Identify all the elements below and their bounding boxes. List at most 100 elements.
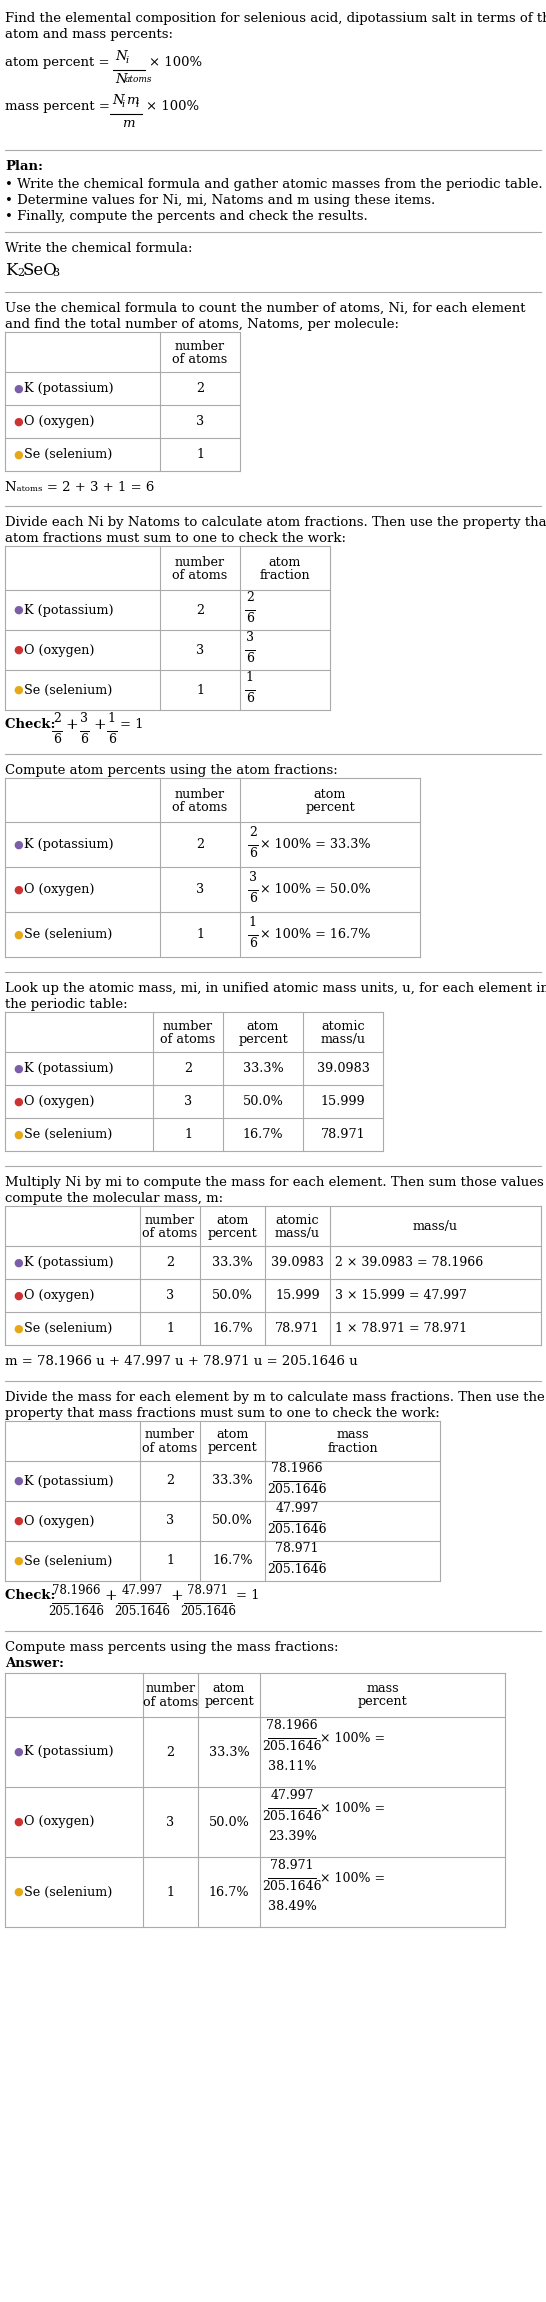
Text: N: N — [115, 74, 127, 85]
Text: m: m — [122, 117, 135, 129]
Text: 6: 6 — [246, 612, 254, 626]
Text: 16.7%: 16.7% — [212, 1321, 253, 1335]
Text: compute the molecular mass, m:: compute the molecular mass, m: — [5, 1192, 223, 1204]
Text: atom fractions must sum to one to check the work:: atom fractions must sum to one to check … — [5, 532, 346, 546]
Text: 47.997: 47.997 — [121, 1584, 163, 1598]
Text: = 1: = 1 — [236, 1588, 260, 1602]
Text: × 100% =: × 100% = — [320, 1731, 385, 1745]
Text: percent: percent — [358, 1697, 407, 1708]
Text: O (oxygen): O (oxygen) — [24, 1515, 94, 1529]
Text: ●: ● — [13, 930, 23, 939]
Text: Check:: Check: — [5, 1588, 60, 1602]
Text: 78.1966: 78.1966 — [52, 1584, 100, 1598]
Text: × 100% = 33.3%: × 100% = 33.3% — [260, 838, 371, 852]
Text: O (oxygen): O (oxygen) — [24, 1816, 94, 1828]
Text: property that mass fractions must sum to one to check the work:: property that mass fractions must sum to… — [5, 1407, 440, 1420]
Text: ●: ● — [13, 1130, 23, 1139]
Text: Se (selenium): Se (selenium) — [24, 1554, 112, 1568]
Text: number: number — [145, 1213, 195, 1227]
Text: ●: ● — [13, 1291, 23, 1301]
Text: of atoms: of atoms — [143, 1441, 198, 1455]
Text: Write the chemical formula:: Write the chemical formula: — [5, 242, 193, 256]
Text: N: N — [112, 94, 123, 106]
Text: K (potassium): K (potassium) — [24, 603, 114, 617]
Text: ●: ● — [13, 884, 23, 895]
Text: O (oxygen): O (oxygen) — [24, 884, 94, 895]
Text: atom percent =: atom percent = — [5, 55, 114, 69]
Text: of atoms: of atoms — [161, 1034, 216, 1045]
Text: 1: 1 — [166, 1554, 174, 1568]
Text: and find the total number of atoms, Natoms, per molecule:: and find the total number of atoms, Nato… — [5, 318, 399, 331]
Text: 3: 3 — [80, 711, 88, 725]
Text: 6: 6 — [249, 847, 257, 859]
Text: 2: 2 — [167, 1745, 175, 1759]
Text: O (oxygen): O (oxygen) — [24, 1289, 94, 1303]
Text: 6: 6 — [249, 891, 257, 905]
Text: 50.0%: 50.0% — [212, 1515, 253, 1529]
Text: the periodic table:: the periodic table: — [5, 999, 128, 1011]
Text: 16.7%: 16.7% — [209, 1885, 250, 1899]
Text: • Write the chemical formula and gather atomic masses from the periodic table.: • Write the chemical formula and gather … — [5, 177, 543, 191]
Text: 23.39%: 23.39% — [268, 1830, 317, 1842]
Text: 3: 3 — [246, 631, 254, 645]
Text: Compute atom percents using the atom fractions:: Compute atom percents using the atom fra… — [5, 764, 338, 778]
Text: Plan:: Plan: — [5, 161, 43, 173]
Text: ●: ● — [13, 1476, 23, 1487]
Text: K (potassium): K (potassium) — [24, 1257, 114, 1268]
Text: K (potassium): K (potassium) — [24, 1061, 114, 1075]
Text: percent: percent — [204, 1697, 254, 1708]
Text: 2: 2 — [196, 603, 204, 617]
Text: number: number — [145, 1430, 195, 1441]
Text: 205.1646: 205.1646 — [114, 1604, 170, 1618]
Text: mass/u: mass/u — [321, 1034, 365, 1045]
Text: 1: 1 — [246, 670, 254, 684]
Text: Nₐₜₒₘₛ = 2 + 3 + 1 = 6: Nₐₜₒₘₛ = 2 + 3 + 1 = 6 — [5, 481, 155, 495]
Text: 50.0%: 50.0% — [212, 1289, 253, 1303]
Text: 205.1646: 205.1646 — [180, 1604, 236, 1618]
Text: 1: 1 — [249, 916, 257, 928]
Text: 3: 3 — [167, 1816, 175, 1828]
Text: atom: atom — [216, 1213, 248, 1227]
Text: K (potassium): K (potassium) — [24, 1745, 114, 1759]
Text: 38.11%: 38.11% — [268, 1759, 317, 1773]
Text: +: + — [66, 718, 78, 732]
Text: = 1: = 1 — [121, 718, 144, 732]
Text: 3: 3 — [166, 1515, 174, 1529]
Text: × 100% = 16.7%: × 100% = 16.7% — [260, 928, 371, 942]
Text: 33.3%: 33.3% — [212, 1476, 253, 1487]
Text: 33.3%: 33.3% — [212, 1257, 253, 1268]
Text: percent: percent — [238, 1034, 288, 1045]
Text: 3: 3 — [196, 645, 204, 656]
Text: 6: 6 — [108, 732, 116, 746]
Text: 2: 2 — [166, 1476, 174, 1487]
Text: ●: ● — [13, 1064, 23, 1073]
Text: 1: 1 — [166, 1321, 174, 1335]
Text: Se (selenium): Se (selenium) — [24, 1128, 112, 1142]
Text: 205.1646: 205.1646 — [267, 1524, 327, 1535]
Text: ●: ● — [13, 1324, 23, 1333]
Text: 205.1646: 205.1646 — [262, 1809, 322, 1823]
Text: Answer:: Answer: — [5, 1657, 64, 1669]
Text: 47.997: 47.997 — [270, 1789, 314, 1802]
Text: 2: 2 — [196, 838, 204, 852]
Text: × 100% = 50.0%: × 100% = 50.0% — [260, 884, 371, 895]
Text: ●: ● — [13, 417, 23, 426]
Text: atoms: atoms — [125, 76, 152, 83]
Text: number: number — [145, 1683, 195, 1697]
Text: Divide each Ni by Natoms to calculate atom fractions. Then use the property that: Divide each Ni by Natoms to calculate at… — [5, 516, 546, 529]
Text: ●: ● — [13, 384, 23, 394]
Text: ●: ● — [13, 449, 23, 460]
Text: 1: 1 — [196, 449, 204, 460]
Text: m: m — [126, 94, 139, 106]
Text: 38.49%: 38.49% — [268, 1899, 317, 1913]
Text: percent: percent — [305, 801, 355, 813]
Text: percent: percent — [207, 1227, 257, 1238]
Text: 78.1966: 78.1966 — [271, 1462, 323, 1476]
Text: 39.0983: 39.0983 — [271, 1257, 324, 1268]
Text: 205.1646: 205.1646 — [262, 1740, 322, 1754]
Text: Multiply Ni by mi to compute the mass for each element. Then sum those values to: Multiply Ni by mi to compute the mass fo… — [5, 1176, 546, 1190]
Text: K (potassium): K (potassium) — [24, 838, 114, 852]
Text: ●: ● — [13, 1747, 23, 1756]
Text: 1 × 78.971 = 78.971: 1 × 78.971 = 78.971 — [335, 1321, 467, 1335]
Text: m = 78.1966 u + 47.997 u + 78.971 u = 205.1646 u: m = 78.1966 u + 47.997 u + 78.971 u = 20… — [5, 1356, 358, 1367]
